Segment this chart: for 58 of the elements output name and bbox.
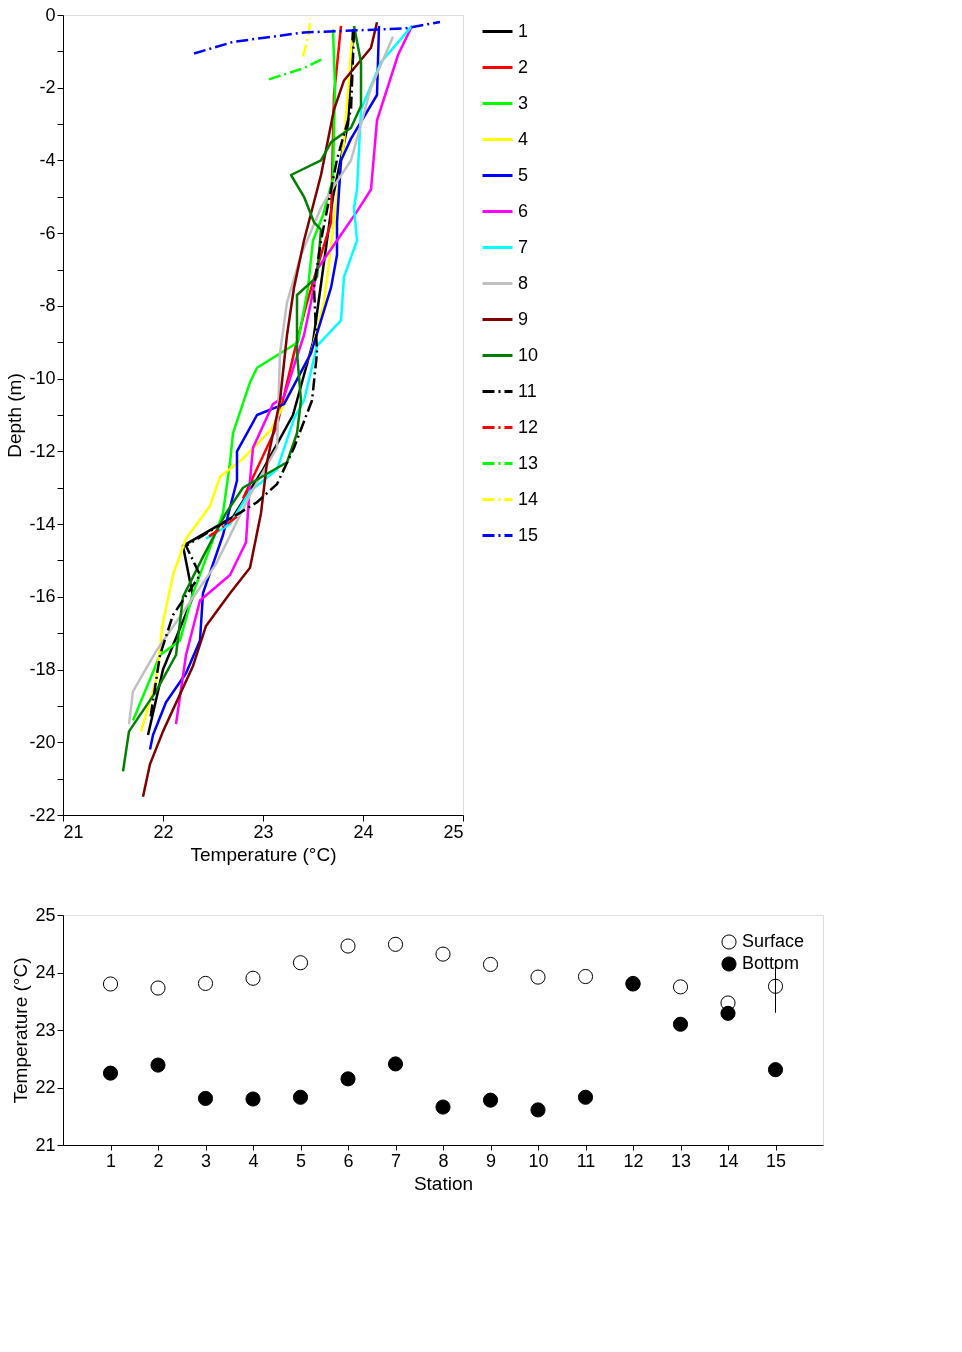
legend-label: 1	[518, 20, 529, 41]
x-tick-label: 10	[528, 1150, 549, 1171]
y-tick-label: -16	[29, 586, 56, 607]
y-tick-label: -6	[39, 222, 56, 243]
y-tick-label: -14	[29, 513, 56, 534]
y-tick-label: 22	[35, 1077, 56, 1097]
y-tick-label: 24	[35, 962, 56, 982]
legend-label: Bottom	[742, 953, 800, 973]
y-tick-label: 25	[35, 904, 56, 925]
x-tick-label: 3	[200, 1150, 212, 1171]
legend-label: 7	[518, 236, 529, 257]
x-tick-label: 13	[670, 1150, 692, 1171]
y-tick-label: 0	[45, 4, 56, 25]
x-tick-label: 9	[485, 1150, 497, 1171]
legend-label: 3	[518, 92, 529, 113]
legend-label: 10	[518, 344, 539, 365]
legend-label: 12	[518, 416, 539, 437]
y-tick-label: 23	[35, 1019, 56, 1040]
x-axis-title: Station	[413, 1172, 474, 1194]
legend-label: Surface	[742, 931, 805, 951]
x-tick-label: 6	[343, 1150, 354, 1171]
x-tick-label: 22	[153, 821, 174, 842]
legend-label: 15	[518, 524, 539, 545]
x-tick-label: 15	[765, 1150, 787, 1171]
legend-label: 11	[518, 380, 537, 401]
legend-label: 2	[518, 56, 529, 77]
x-tick-label: 23	[253, 821, 274, 842]
y-tick-label: 21	[35, 1134, 56, 1155]
x-tick-label: 5	[295, 1150, 307, 1171]
x-tick-label: 1	[105, 1150, 117, 1171]
y-tick-label: -18	[29, 659, 56, 680]
y-tick-label: -10	[29, 368, 56, 389]
legend-label: 14	[518, 488, 539, 509]
x-tick-label: 2	[153, 1150, 164, 1171]
y-tick-label: -4	[39, 149, 56, 170]
x-tick-label: 4	[248, 1150, 259, 1171]
y-tick-label: -8	[39, 295, 56, 316]
legend-label: 9	[518, 308, 529, 329]
y-tick-label: -12	[29, 440, 56, 461]
y-axis-title: Depth (m)	[4, 373, 26, 458]
y-tick-label: -2	[39, 77, 56, 98]
legend-label: 5	[518, 164, 529, 185]
x-tick-label: 25	[443, 821, 464, 842]
x-tick-label: 12	[623, 1150, 644, 1171]
legend-label: 4	[518, 128, 529, 149]
x-tick-label: 8	[438, 1150, 449, 1171]
y-tick-label: -20	[29, 731, 56, 752]
x-tick-label: 11	[576, 1150, 596, 1171]
legend-label: 6	[518, 200, 529, 221]
x-axis-title: Temperature (°C)	[190, 843, 337, 865]
x-tick-label: 24	[353, 821, 374, 842]
legend-label: 8	[518, 272, 529, 293]
x-tick-label: 21	[63, 821, 84, 842]
x-tick-label: 7	[390, 1150, 402, 1171]
legend-label: 13	[518, 452, 539, 473]
x-tick-label: 14	[718, 1150, 739, 1171]
y-axis-title: Temperature (°C)	[10, 957, 32, 1104]
y-tick-label: -22	[29, 804, 56, 825]
